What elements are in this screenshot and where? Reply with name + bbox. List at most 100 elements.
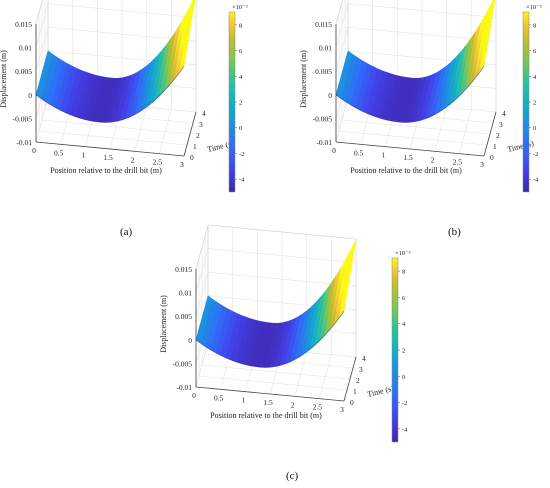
x-tick-label: 0.5 bbox=[354, 148, 364, 157]
colorbar-tick-label: 6 bbox=[239, 48, 243, 55]
z-tick-label: -0.01 bbox=[316, 138, 332, 147]
panel-label-b: (b) bbox=[448, 226, 461, 238]
x-axis-label: Position relative to the drill bit (m) bbox=[50, 166, 162, 175]
colorbar-tick-label: -2 bbox=[402, 400, 407, 407]
colorbar-tick-label: -2 bbox=[533, 151, 538, 158]
y-tick-label: 0 bbox=[190, 153, 194, 162]
displacement-surface bbox=[195, 238, 357, 368]
x-tick-label: 1 bbox=[241, 396, 245, 405]
y-tick-label: 1 bbox=[353, 387, 357, 396]
colorbar-tick-label: -4 bbox=[402, 426, 408, 433]
y-tick-label: 1 bbox=[193, 142, 197, 151]
colorbar-tick-label: 6 bbox=[402, 295, 406, 302]
y-tick-label: 4 bbox=[502, 109, 506, 118]
colorbar-gradient bbox=[522, 11, 530, 193]
x-tick-label: 1.5 bbox=[403, 153, 413, 162]
colorbar-tick-label: -4 bbox=[533, 177, 539, 184]
z-tick-label: 0.005 bbox=[175, 312, 192, 321]
colorbar-tick-label: 8 bbox=[402, 269, 405, 276]
z-tick-label: -0.005 bbox=[313, 114, 333, 123]
x-axis-label: Position relative to the drill bit (m) bbox=[210, 411, 322, 420]
x-tick-label: 3 bbox=[180, 160, 184, 169]
y-tick-label: 3 bbox=[359, 365, 363, 374]
x-axis-label: Position relative to the drill bit (m) bbox=[350, 166, 462, 175]
x-tick-label: 2.5 bbox=[453, 158, 463, 167]
colorbar: ×10⁻³ 8 6 4 2 0 -2 -4 bbox=[522, 4, 542, 193]
x-tick-label: 1.5 bbox=[263, 398, 273, 407]
y-axis-label: Time (s) bbox=[366, 384, 395, 399]
displacement-surface bbox=[35, 0, 196, 123]
z-tick-label: 0 bbox=[28, 91, 32, 100]
colorbar-tick-label: 4 bbox=[239, 74, 243, 81]
z-tick-label: -0.005 bbox=[173, 359, 193, 368]
panel-label-a: (a) bbox=[120, 226, 133, 238]
colorbar-tick-label: 4 bbox=[533, 74, 537, 81]
x-tick-label: 0 bbox=[32, 146, 36, 155]
colorbar-tick-label: 0 bbox=[533, 125, 536, 132]
x-tick-label: 2 bbox=[131, 155, 135, 164]
x-axis-line bbox=[335, 141, 485, 157]
x-tick-label: 1.5 bbox=[103, 153, 113, 162]
x-tick-label: 2 bbox=[291, 400, 295, 409]
colorbar-tick-label: 6 bbox=[533, 48, 537, 55]
colorbar-tick-label: 8 bbox=[239, 22, 242, 29]
x-tick-label: 1 bbox=[81, 151, 85, 160]
surface-chart-2: 0 0.5 1 1.5 2 2.5 301234-0.01-0.00500.0050.010… bbox=[299, 0, 542, 193]
x-tick-label: 2 bbox=[431, 155, 435, 164]
y-axis-line bbox=[483, 111, 497, 157]
z-tick-label: 0.01 bbox=[179, 289, 192, 298]
z-axis-label: Displacement (m) bbox=[0, 50, 8, 108]
colorbar-gradient bbox=[228, 11, 236, 193]
surface-chart-3: 0 0.5 1 1.5 2 2.5 301234-0.01-0.00500.0050.010… bbox=[159, 224, 411, 443]
colorbar-exponent: ×10⁻³ bbox=[395, 250, 411, 257]
z-tick-label: 0.01 bbox=[19, 44, 32, 53]
z-tick-label: -0.01 bbox=[16, 138, 32, 147]
colorbar-tick-label: 4 bbox=[402, 321, 406, 328]
x-tick-label: 0 bbox=[332, 146, 336, 155]
x-tick-label: 3 bbox=[340, 405, 344, 414]
colorbar-tick-label: 0 bbox=[239, 125, 242, 132]
z-tick-label: 0.015 bbox=[175, 265, 192, 274]
colorbar-tick-label: 2 bbox=[239, 100, 242, 107]
surface-chart-1: 0 0.5 1 1.5 2 2.5 301234-0.01-0.00500.0050.010… bbox=[0, 0, 248, 193]
y-tick-label: 1 bbox=[493, 142, 497, 151]
x-tick-label: 2.5 bbox=[313, 403, 323, 412]
z-tick-label: -0.005 bbox=[13, 114, 33, 123]
panel-label-c: (c) bbox=[286, 470, 299, 482]
x-tick-label: 2.5 bbox=[153, 158, 163, 167]
z-tick-label: 0.01 bbox=[319, 44, 332, 53]
y-tick-label: 3 bbox=[199, 120, 203, 129]
colorbar-tick-label: 8 bbox=[533, 22, 536, 29]
y-tick-label: 4 bbox=[362, 354, 366, 363]
y-tick-label: 0 bbox=[350, 398, 354, 407]
x-tick-label: 0.5 bbox=[54, 148, 64, 157]
z-tick-label: 0.005 bbox=[15, 67, 32, 76]
displacement-surface bbox=[335, 0, 496, 123]
y-axis-label: Time (s) bbox=[506, 139, 535, 154]
colorbar-tick-label: 2 bbox=[402, 348, 405, 355]
z-axis-label: Displacement (m) bbox=[159, 295, 168, 353]
colorbar-gradient bbox=[391, 257, 399, 443]
colorbar-tick-label: -4 bbox=[239, 177, 245, 184]
y-axis-line bbox=[183, 111, 197, 157]
z-tick-label: 0 bbox=[188, 336, 192, 345]
colorbar-exponent: ×10⁻³ bbox=[526, 4, 542, 11]
z-tick-label: 0.015 bbox=[315, 20, 332, 29]
y-tick-label: 0 bbox=[490, 153, 494, 162]
colorbar-exponent: ×10⁻³ bbox=[232, 4, 248, 11]
y-tick-label: 2 bbox=[356, 376, 360, 385]
z-tick-label: 0.005 bbox=[315, 67, 332, 76]
y-tick-label: 2 bbox=[496, 131, 500, 140]
x-axis-line bbox=[195, 386, 345, 402]
x-tick-label: 0.5 bbox=[214, 393, 224, 402]
x-tick-label: 1 bbox=[381, 151, 385, 160]
colorbar: ×10⁻³ 8 6 4 2 0 -2 -4 bbox=[228, 4, 248, 193]
colorbar-tick-label: 0 bbox=[402, 374, 405, 381]
x-tick-label: 3 bbox=[480, 160, 484, 169]
z-tick-label: -0.01 bbox=[176, 383, 192, 392]
x-tick-label: 0 bbox=[192, 391, 196, 400]
z-tick-label: 0.015 bbox=[15, 20, 32, 29]
x-axis-line bbox=[35, 141, 185, 157]
y-tick-label: 4 bbox=[202, 109, 206, 118]
